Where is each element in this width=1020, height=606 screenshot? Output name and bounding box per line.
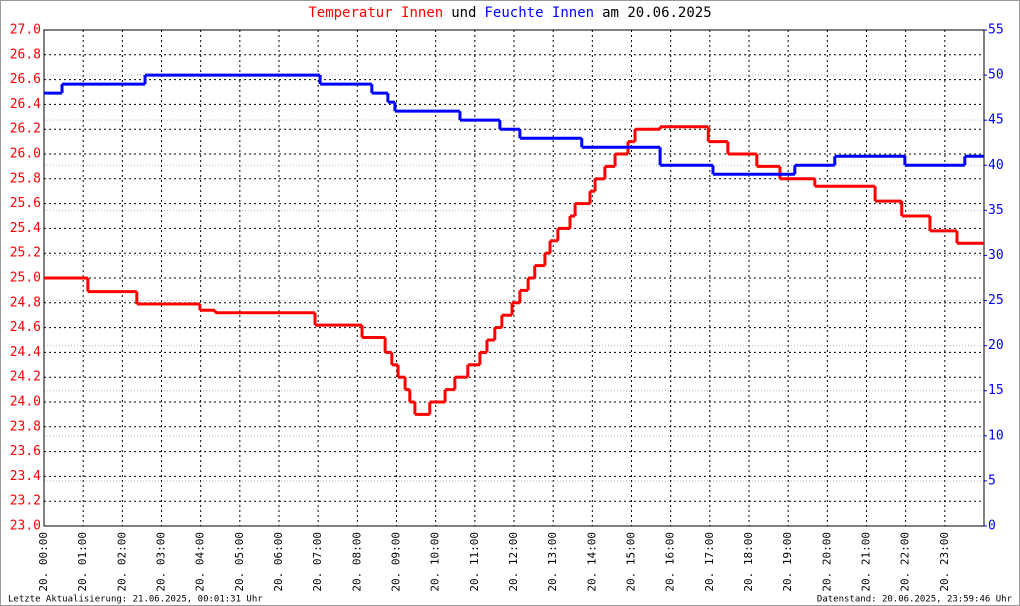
- y2-tick-label: 25: [988, 293, 1004, 308]
- x-tick-label: 20. 16:00: [664, 532, 677, 592]
- y-tick-label: 26.0: [10, 147, 41, 162]
- x-tick-label: 20. 13:00: [546, 532, 559, 592]
- chart-title: Temperatur Innen und Feuchte Innen am 20.06…: [308, 5, 711, 21]
- y-tick-label: 25.4: [10, 221, 41, 236]
- title-part: und: [451, 5, 476, 21]
- x-tick-label: 20. 11:00: [468, 532, 481, 592]
- x-tick-label: 20. 02:00: [115, 532, 128, 592]
- x-tick-label: 20. 04:00: [194, 532, 207, 592]
- y-tick-label: 26.8: [10, 47, 41, 62]
- title-part: Feuchte Innen: [485, 5, 595, 21]
- title-part: Temperatur Innen: [308, 5, 443, 21]
- y-tick-label: 25.2: [10, 246, 41, 261]
- footer-right: Datenstand: 20.06.2025, 23:59:46 Uhr: [817, 595, 1013, 605]
- x-tick-label: 20. 21:00: [860, 532, 873, 592]
- x-tick-label: 20. 12:00: [507, 532, 520, 592]
- y2-tick-label: 15: [988, 383, 1004, 398]
- y-tick-label: 23.4: [10, 469, 41, 484]
- y2-tick-label: 5: [988, 473, 996, 488]
- x-tick-label: 20. 05:00: [233, 532, 246, 592]
- y-tick-label: 26.2: [10, 122, 41, 137]
- footer-left: Letzte Aktualisierung: 21.06.2025, 00:01…: [8, 595, 263, 605]
- x-tick-label: 20. 17:00: [703, 532, 716, 592]
- y-tick-label: 25.6: [10, 196, 41, 211]
- y-tick-label: 23.8: [10, 419, 41, 434]
- y2-tick-label: 10: [988, 428, 1004, 443]
- x-tick-label: 20. 06:00: [272, 532, 285, 592]
- y2-tick-label: 45: [988, 113, 1004, 128]
- x-tick-label: 20. 10:00: [429, 532, 442, 592]
- y2-tick-label: 40: [988, 158, 1004, 173]
- x-tick-label: 20. 01:00: [76, 532, 89, 592]
- x-tick-label: 20. 00:00: [37, 532, 50, 592]
- x-tick-label: 20. 15:00: [625, 532, 638, 592]
- y-tick-label: 24.0: [10, 395, 41, 410]
- y2-tick-label: 55: [988, 23, 1004, 38]
- x-tick-label: 20. 20:00: [820, 532, 833, 592]
- y2-tick-label: 30: [988, 248, 1004, 263]
- x-tick-label: 20. 19:00: [781, 532, 794, 592]
- x-tick-label: 20. 22:00: [899, 532, 912, 592]
- y-tick-label: 24.2: [10, 370, 41, 385]
- y-tick-label: 23.0: [10, 519, 41, 534]
- y-tick-label: 26.4: [10, 97, 41, 112]
- x-tick-label: 20. 18:00: [742, 532, 755, 592]
- x-tick-label: 20. 03:00: [155, 532, 168, 592]
- y-tick-label: 25.0: [10, 271, 41, 286]
- x-tick-label: 20. 23:00: [938, 532, 951, 592]
- x-tick-label: 20. 08:00: [350, 532, 363, 592]
- x-tick-label: 20. 14:00: [585, 532, 598, 592]
- y-tick-label: 25.8: [10, 171, 41, 186]
- x-tick-label: 20. 09:00: [390, 532, 403, 592]
- y-tick-label: 23.2: [10, 494, 41, 509]
- y-tick-label: 24.4: [10, 345, 41, 360]
- y-tick-label: 26.6: [10, 72, 41, 87]
- y-tick-label: 27.0: [10, 23, 41, 38]
- y-tick-label: 23.6: [10, 444, 41, 459]
- y2-tick-label: 0: [988, 519, 996, 534]
- y2-tick-label: 20: [988, 338, 1004, 353]
- y-tick-label: 24.6: [10, 320, 41, 335]
- title-part: am 20.06.2025: [602, 5, 712, 21]
- y2-tick-label: 35: [988, 203, 1004, 218]
- x-tick-label: 20. 07:00: [311, 532, 324, 592]
- y2-tick-label: 50: [988, 68, 1004, 83]
- y-tick-label: 24.8: [10, 295, 41, 310]
